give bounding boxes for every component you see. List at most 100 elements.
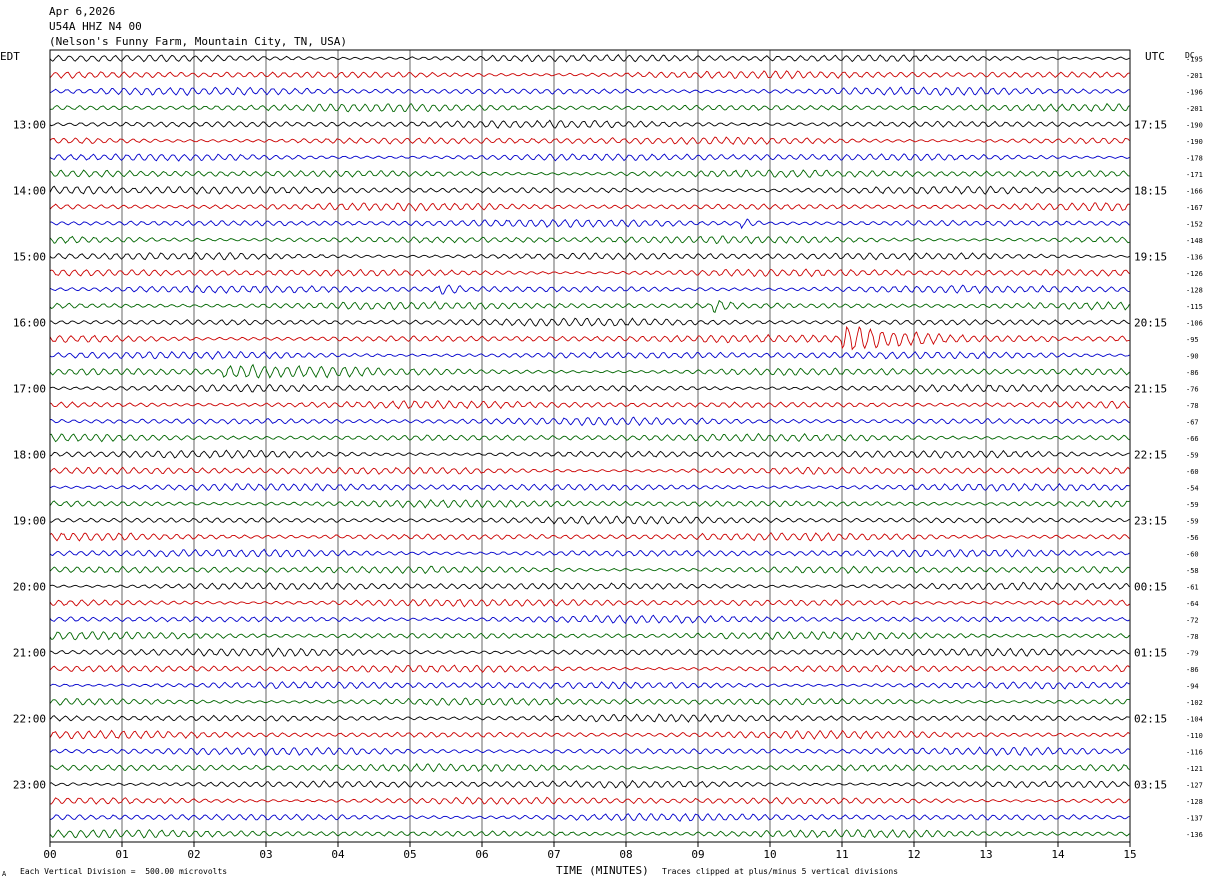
dc-offset-label: -152 [1186, 220, 1203, 228]
x-tick-label: 03 [259, 848, 272, 861]
trace-line [49, 268, 1130, 278]
trace-line [49, 729, 1130, 740]
trace-line [49, 235, 1130, 245]
chart-grid [49, 50, 1131, 847]
utc-hour-label: 02:15 [1134, 712, 1167, 725]
edt-hour-label: 20:00 [13, 580, 46, 593]
trace-line [49, 746, 1130, 757]
dc-offset-label: -201 [1186, 72, 1203, 80]
dc-offset-label: -190 [1186, 138, 1203, 146]
axis-labels: 00 01 02 03 04 05 06 07 08 09 10 11 12 13 14 15 -195 -201… [13, 55, 1203, 861]
trace-line [49, 466, 1130, 475]
edt-hour-label: 22:00 [13, 712, 46, 725]
trace-line [49, 828, 1130, 839]
seismic-traces [49, 54, 1130, 839]
dc-offset-label: -195 [1186, 55, 1203, 63]
x-tick-label: 02 [187, 848, 200, 861]
dc-offset-label: -66 [1186, 435, 1199, 443]
trace-line [49, 548, 1130, 558]
dc-offset-label: -86 [1186, 369, 1199, 377]
trace-line [49, 779, 1130, 789]
trace-line [49, 153, 1130, 162]
plot-date: Apr 6,2026 [49, 5, 116, 18]
dc-offset-label: -128 [1186, 286, 1203, 294]
dc-offset-label: -56 [1186, 534, 1199, 542]
dc-offset-label: -59 [1186, 501, 1199, 509]
dc-offset-label: -59 [1186, 451, 1199, 459]
dc-offset-label: -136 [1186, 253, 1203, 261]
trace-line [49, 86, 1130, 97]
utc-hour-label: 01:15 [1134, 646, 1167, 659]
dc-offset-label: -116 [1186, 748, 1203, 756]
dc-offset-label: -178 [1186, 154, 1203, 162]
utc-hour-label: 20:15 [1134, 316, 1167, 329]
dc-offset-label: -148 [1186, 237, 1203, 245]
x-tick-label: 01 [115, 848, 128, 861]
edt-hour-label: 14:00 [13, 184, 46, 197]
edt-hour-label: 15:00 [13, 250, 46, 263]
trace-line [49, 681, 1130, 690]
x-tick-label: 14 [1051, 848, 1065, 861]
dc-offset-label: -128 [1186, 798, 1203, 806]
trace-line [49, 136, 1130, 146]
trace-line [49, 515, 1130, 525]
trace-line [49, 598, 1130, 608]
utc-hour-label: 22:15 [1134, 448, 1167, 461]
dc-offset-label: -86 [1186, 666, 1199, 674]
trace-line [49, 449, 1130, 459]
dc-offset-label: -110 [1186, 732, 1203, 740]
dc-offset-label: -67 [1186, 418, 1199, 426]
trace-line [49, 350, 1130, 360]
utc-hour-label: 00:15 [1134, 580, 1167, 593]
trace-line [49, 647, 1130, 658]
trace-line [49, 581, 1130, 591]
trace-line [49, 284, 1130, 295]
x-tick-label: 07 [547, 848, 560, 861]
trace-line [49, 363, 1130, 379]
trace-line [49, 762, 1130, 773]
dc-offset-label: -106 [1186, 319, 1203, 327]
edt-label: EDT [0, 50, 20, 63]
trace-line [49, 713, 1130, 723]
trace-line [49, 565, 1130, 575]
dc-offset-label: -76 [1186, 385, 1199, 393]
trace-line [49, 251, 1130, 261]
trace-line [49, 218, 1130, 230]
edt-hour-label: 21:00 [13, 646, 46, 659]
dc-offset-label: -167 [1186, 204, 1203, 212]
dc-offset-label: -60 [1186, 468, 1199, 476]
x-tick-label: 06 [475, 848, 488, 861]
dc-offset-label: -59 [1186, 517, 1199, 525]
dc-offset-label: -61 [1186, 583, 1199, 591]
dc-offset-label: -90 [1186, 352, 1199, 360]
station-location: (Nelson's Funny Farm, Mountain City, TN,… [49, 35, 348, 48]
trace-line [49, 102, 1130, 113]
clip-note: Traces clipped at plus/minus 5 vertical … [662, 867, 899, 876]
dc-offset-label: -79 [1186, 649, 1199, 657]
dc-offset-label: -126 [1186, 270, 1203, 278]
dc-offset-label: -190 [1186, 121, 1203, 129]
dc-offset-label: -171 [1186, 171, 1203, 179]
dc-label: DC [1185, 51, 1195, 60]
x-tick-label: 12 [907, 848, 920, 861]
trace-line [49, 630, 1130, 641]
trace-line [49, 482, 1130, 492]
dc-offset-label: -196 [1186, 88, 1203, 96]
dc-offset-label: -54 [1186, 484, 1199, 492]
scale-note: Each Vertical Division = 500.00 microvol… [20, 867, 228, 876]
x-tick-label: 13 [979, 848, 992, 861]
x-tick-label: 09 [691, 848, 704, 861]
trace-line [49, 169, 1130, 179]
dc-offset-label: -78 [1186, 402, 1199, 410]
dc-offset-label: -201 [1186, 105, 1203, 113]
trace-line [49, 399, 1130, 410]
trace-line [49, 325, 1130, 351]
dc-offset-label: -95 [1186, 336, 1199, 344]
x-tick-label: 05 [403, 848, 416, 861]
trace-line [49, 432, 1130, 443]
trace-line [49, 54, 1130, 63]
x-tick-label: 11 [835, 848, 848, 861]
station-code: U54A HHZ N4 00 [49, 20, 142, 33]
utc-hour-label: 21:15 [1134, 382, 1167, 395]
